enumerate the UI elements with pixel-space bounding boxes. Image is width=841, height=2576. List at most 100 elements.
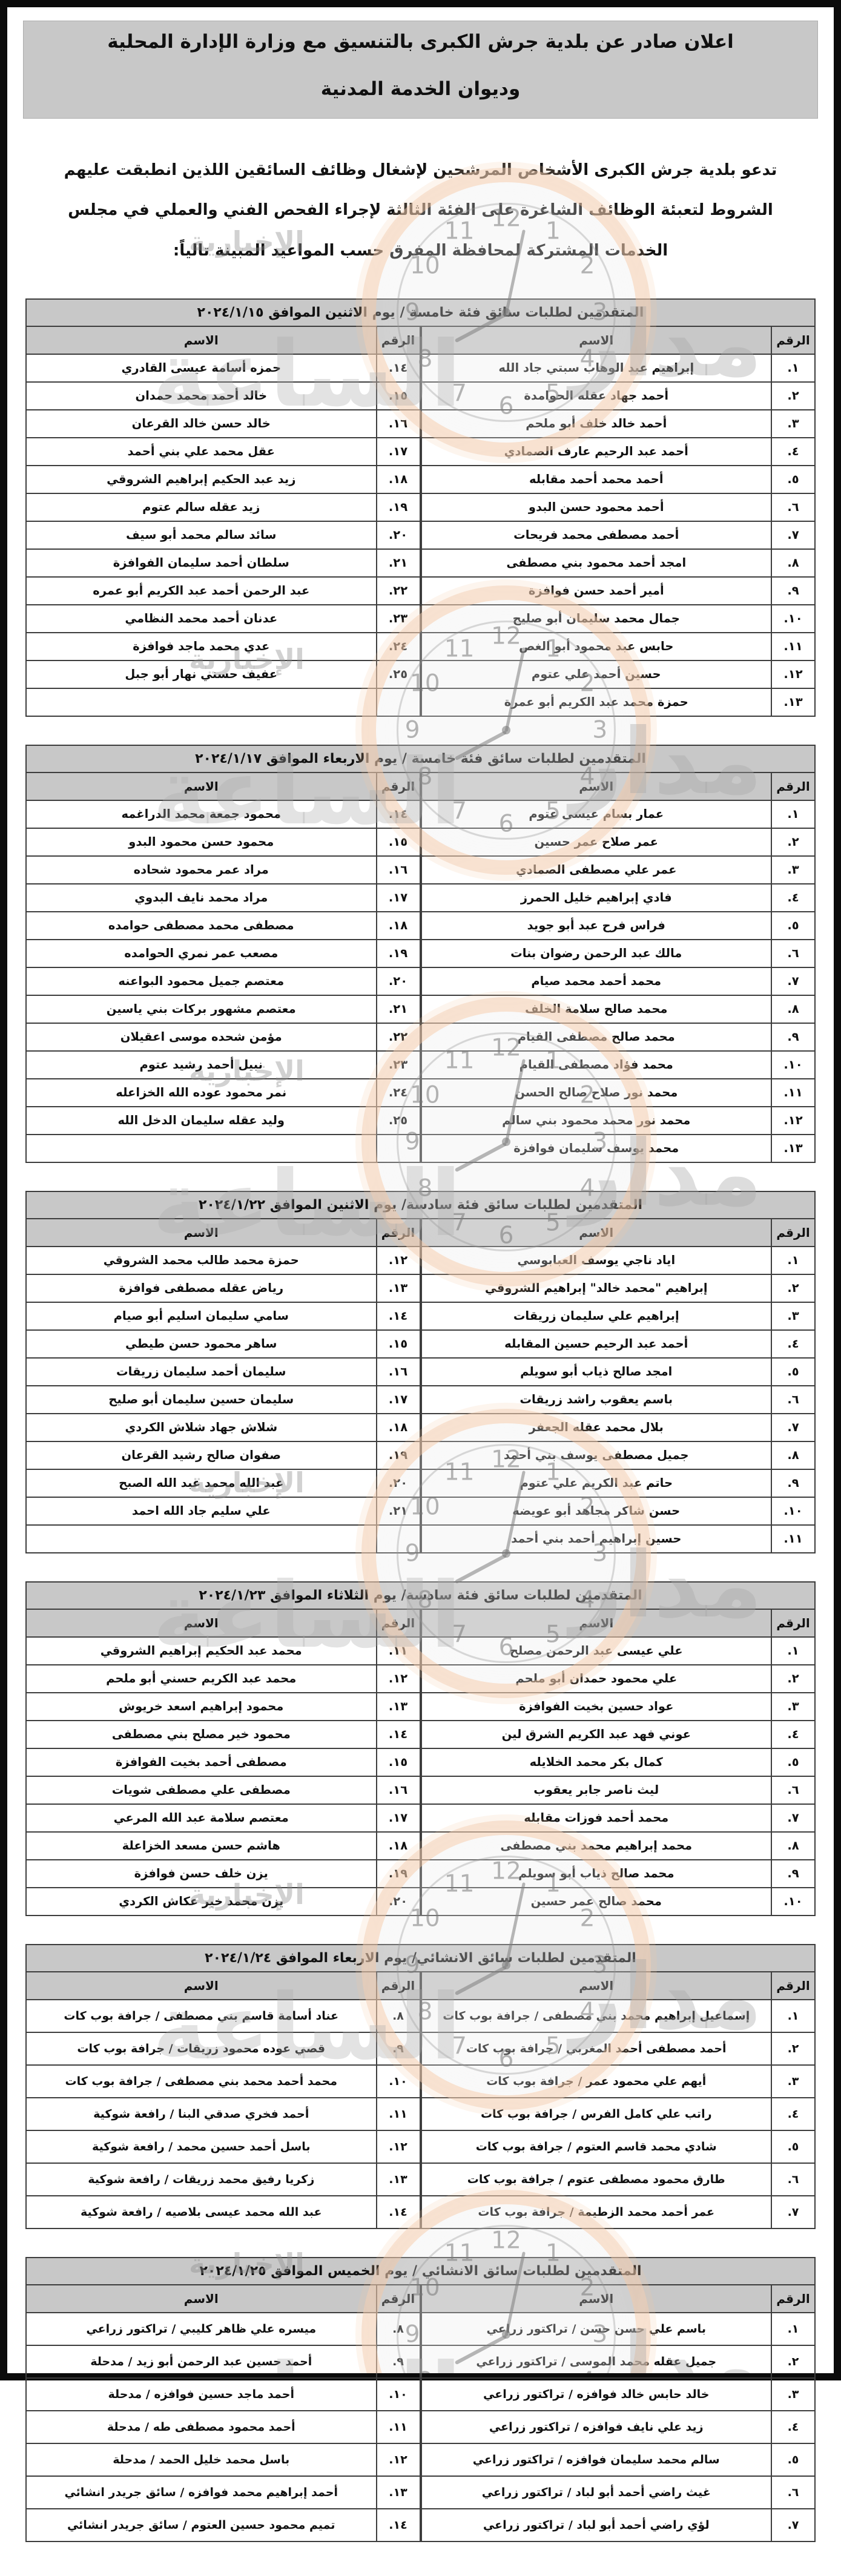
table-row: ٤. فادي إبراهيم خليل الحمرز (420, 883, 816, 912)
row-name: باسل أحمد حسين محمد / رافعة شوكية (25, 2129, 377, 2164)
column-header-number: الرقم (375, 1608, 421, 1638)
row-name (25, 1133, 377, 1163)
row-name: سالم محمد سليمان فوافزه / تراكتور زراعي (420, 2442, 772, 2477)
row-name: أحمد جهاد عقله الحوامدة (420, 381, 772, 410)
table-row: ٥. أحمد محمد أحمد مقابله (420, 464, 816, 494)
row-name: أحمد محمود مصطفى طه / مدحلة (25, 2410, 377, 2444)
header-row: الرقم الاسم (420, 2284, 816, 2313)
row-number: ٦. (771, 1385, 816, 1414)
table-row: ٢٣. نبيل أحمد رشيد عتوم (25, 1050, 421, 1079)
row-number: ١٤. (375, 799, 421, 829)
applicants-table-right: الرقم الاسم ١. عمار بسام عيسى عتوم ٢. عمر ص… (420, 771, 816, 1163)
column-header-name: الاسم (25, 771, 377, 801)
row-number (375, 687, 421, 717)
row-name: امجد صالح ذياب أبو سويلم (420, 1357, 772, 1386)
row-number: ١. (771, 799, 816, 829)
header-row: الرقم الاسم (25, 1971, 421, 2000)
row-number: ٦. (771, 492, 816, 522)
table-row: ٢٠. يزن محمد خير عكاش الكردي (25, 1886, 421, 1916)
table-row: ١١. حابس عبد محمود أبو الغص (420, 631, 816, 661)
row-name: عمار بسام عيسى عتوم (420, 799, 772, 829)
table-row: ١. باسم علي حسن حسن / تراكتور زراعي (420, 2311, 816, 2346)
row-number: ٩. (771, 1859, 816, 1888)
row-name: عدنان أحمد محمد النظامي (25, 604, 377, 633)
row-name: عمر أحمد محمد الزطيمة / جرافة بوب كات (420, 2195, 772, 2229)
row-name: صفوان صالح رشيد القرعان (25, 1440, 377, 1470)
row-number: ٦. (771, 938, 816, 968)
header-row: الرقم الاسم (420, 771, 816, 801)
applicants-table-left: الرقم الاسم ١١. محمد عبد الحكيم إبراهيم ا… (25, 1608, 421, 1916)
row-number: ١٩. (375, 938, 421, 968)
row-number: ١٥. (375, 381, 421, 410)
column-header-name: الاسم (420, 1971, 772, 2000)
row-name (25, 1524, 377, 1553)
table-row: ٨. محمد إبراهيم محمد بني مصطفى (420, 1831, 816, 1860)
row-number (375, 1133, 421, 1163)
table-row: ١٢. حسين أحمد علي عتوم (420, 659, 816, 689)
table-row: ١٩. صفوان صالح رشيد القرعان (25, 1440, 421, 1470)
row-number: ٥. (771, 2129, 816, 2164)
left-column: الرقم الاسم ٨. ميسره علي ظاهر كليبي / ترا… (25, 2284, 421, 2542)
table-row: ١٠. محمد أحمد محمد بني مصطفى / جرافة بوب … (25, 2064, 421, 2098)
column-header-number: الرقم (771, 771, 816, 801)
row-number: ٣. (771, 2377, 816, 2411)
row-number: ١٣. (375, 2475, 421, 2509)
right-column: الرقم الاسم ١. عمار بسام عيسى عتوم ٢. عمر ص… (420, 771, 816, 1163)
column-header-name: الاسم (25, 2284, 377, 2313)
table-row: ٥. امجد صالح ذياب أبو سويلم (420, 1357, 816, 1386)
table-row: ١٧. سليمان حسين سليمان أبو صليح (25, 1385, 421, 1414)
row-name: أحمد ماجد حسين فوافزه / مدحلة (25, 2377, 377, 2411)
intro-paragraph: تدعو بلدية جرش الكبرى الأشخاص المرشحين ل… (64, 161, 777, 260)
table-row: ١٦. سليمان أحمد سليمان زريقات (25, 1357, 421, 1386)
row-name: محمد أحمد فوزات مقابله (420, 1803, 772, 1833)
table-row: ١٢. محمد نور محمد محمود بني سالم (420, 1105, 816, 1135)
row-name: محمد عبد الحكيم إبراهيم الشروقي (25, 1636, 377, 1665)
row-number: ١٣. (771, 687, 816, 717)
row-number: ٢٥. (375, 659, 421, 689)
row-name: خالد أحمد محمد حمدان (25, 381, 377, 410)
table-row: ١٥. ساهر محمود حسن طيطي (25, 1329, 421, 1359)
row-number: ١٢. (771, 1105, 816, 1135)
table-row: ١٠. أحمد ماجد حسين فوافزه / مدحلة (25, 2377, 421, 2411)
table-row: ١٨. مصطفى محمد مصطفى حوامده (25, 911, 421, 940)
column-header-number: الرقم (375, 1971, 421, 2000)
row-name: حابس عبد محمود أبو الغص (420, 631, 772, 661)
row-number: ٤. (771, 883, 816, 912)
table-row: ١٩. يزن خلف حسن فوافزة (25, 1859, 421, 1888)
table-row: ٦. مالك عبد الرحمن رضوان بنات (420, 938, 816, 968)
table-row: ٢١. علي سليم جاد الله احمد (25, 1496, 421, 1526)
row-name: إبراهيم "محمد خالد" إبراهيم الشروقي (420, 1273, 772, 1303)
row-number: ٨. (771, 994, 816, 1024)
row-name: إسماعيل إبراهيم محمد بني مصطفى / جرافة ب… (420, 1998, 772, 2033)
table-row: ١١. محمد نور صلاح صالح الحسن (420, 1078, 816, 1107)
row-name: معتصم جميل محمود البواعنه (25, 966, 377, 996)
row-number: ٦. (771, 2162, 816, 2196)
row-name: محمد يوسف سليمان فوافزة (420, 1133, 772, 1163)
row-number: ١٣. (375, 1273, 421, 1303)
row-name: لؤي راضي أحمد أبو لباد / تراكتور زراعي (420, 2508, 772, 2542)
row-name: عفيف حسني نهار أبو جبل (25, 659, 377, 689)
row-number: ٢. (771, 1273, 816, 1303)
table-row: ٣. خالد حابس خالد فوافزه / تراكتور زراعي (420, 2377, 816, 2411)
row-number: ١٦. (375, 1775, 421, 1805)
row-number: ١. (771, 1245, 816, 1275)
row-number: ١٧. (375, 883, 421, 912)
row-number: ٩. (375, 2344, 421, 2379)
row-name: معتصم مشهور بركات بني ياسين (25, 994, 377, 1024)
row-name: امجد أحمد محمود بني مصطفى (420, 548, 772, 578)
row-number: ١٢. (375, 2129, 421, 2164)
applicants-table-right: الرقم الاسم ١. علي عيسى عبد الرحمن مصلح ٢.… (420, 1608, 816, 1916)
row-number: ٢. (771, 2031, 816, 2066)
table-row (25, 687, 421, 717)
table-row: ١٠. جمال محمد سليمان أبو صليح (420, 604, 816, 633)
table-row: ٥. فراس فرح عبد أبو جويد (420, 911, 816, 940)
table-row: ٦. غيث راضي أحمد أبو لباد / تراكتور زراعي (420, 2475, 816, 2509)
row-number: ٢٣. (375, 1050, 421, 1079)
row-number: ١٧. (375, 1385, 421, 1414)
row-number: ١٣. (771, 1133, 816, 1163)
row-name: جميل مصطفى يوسف بني أحمد (420, 1440, 772, 1470)
row-name: فراس فرح عبد أبو جويد (420, 911, 772, 940)
row-name: وليد عقله سليمان الدخل الله (25, 1105, 377, 1135)
row-number: ١٤. (375, 2508, 421, 2542)
